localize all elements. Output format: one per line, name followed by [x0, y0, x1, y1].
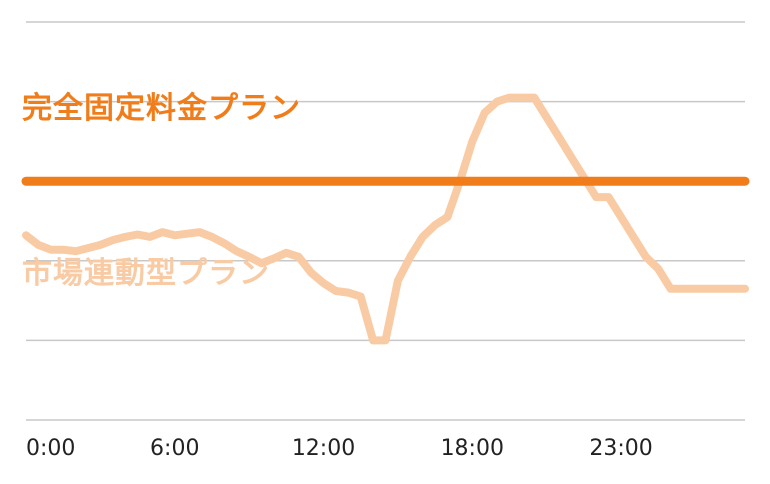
series-label-fixed: 完全固定料金プラン	[22, 91, 301, 126]
grid	[26, 21, 745, 421]
x-axis-ticks: 0:00 6:00 12:00 18:00 23:00	[26, 436, 653, 461]
series-layer	[21, 93, 750, 345]
x-tick-label: 12:00	[292, 436, 355, 461]
series-label-market: 市場連動型プラン	[22, 256, 270, 291]
series-line-market	[22, 93, 749, 345]
x-tick-label: 0:00	[26, 436, 75, 461]
x-tick-label: 6:00	[150, 436, 199, 461]
x-tick-label: 18:00	[441, 436, 504, 461]
x-tick-label: 23:00	[589, 436, 652, 461]
